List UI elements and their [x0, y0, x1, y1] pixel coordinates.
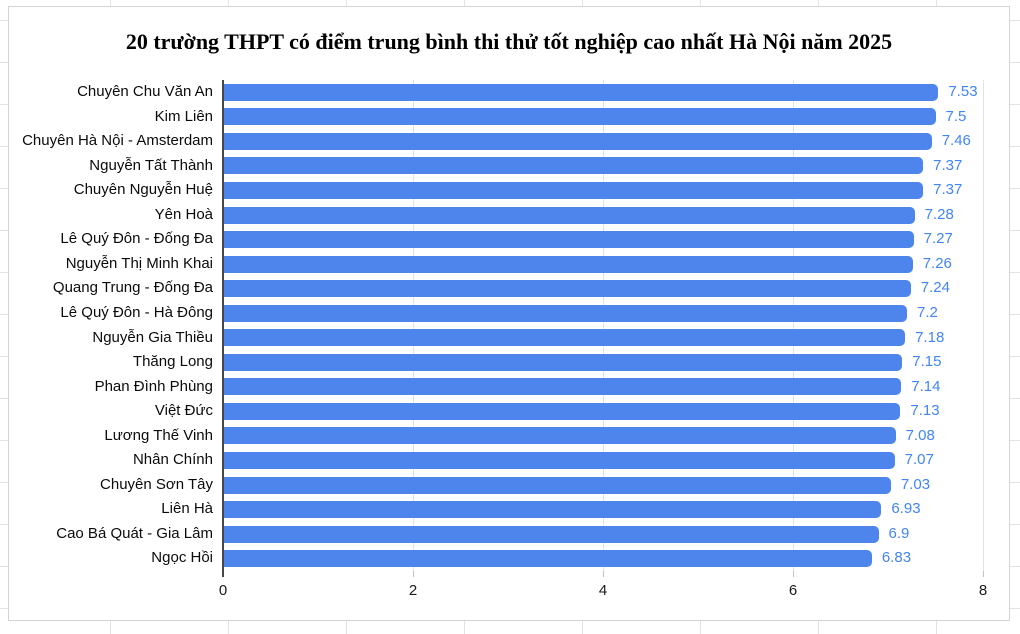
plot-area: 0 2 4 6 8 Chuyên Chu Văn An 7.53 Kim Liên 7.5 Chu…: [9, 7, 1009, 620]
chart-canvas[interactable]: 20 trường THPT có điểm trung bình thi th…: [8, 6, 1010, 621]
gridline: [413, 80, 414, 571]
bar[interactable]: [224, 550, 872, 568]
category-label: Nguyễn Thị Minh Khai: [65, 254, 213, 272]
value-label: 7.37: [933, 156, 963, 174]
bar[interactable]: [224, 476, 891, 494]
category-label: Chuyên Sơn Tây: [100, 475, 213, 493]
category-label: Chuyên Hà Nội - Amsterdam: [22, 132, 213, 150]
bar[interactable]: [224, 304, 907, 322]
value-label: 7.53: [948, 83, 978, 100]
bar[interactable]: [224, 206, 915, 224]
value-label: 7.27: [923, 230, 953, 248]
value-label: 7.5: [945, 107, 967, 125]
value-label: 7.08: [905, 426, 935, 444]
value-label: 7.37: [933, 181, 963, 199]
value-label: 7.28: [924, 205, 954, 223]
category-label: Lê Quý Đôn - Đống Đa: [60, 230, 213, 248]
bar[interactable]: [224, 402, 901, 420]
category-label: Ngọc Hồi: [151, 549, 213, 567]
x-axis-tick-label: 4: [598, 582, 608, 599]
value-label: 7.26: [922, 254, 952, 272]
x-axis-tick-label: 2: [408, 582, 418, 599]
value-label: 7.07: [904, 451, 934, 469]
category-label: Chuyên Nguyễn Huệ: [73, 181, 213, 199]
value-label: 6.9: [888, 524, 910, 542]
category-label: Kim Liên: [154, 107, 213, 125]
x-axis-tick: [983, 571, 984, 577]
bar[interactable]: [224, 378, 902, 396]
x-axis-tick: [793, 571, 794, 577]
category-label: Nhân Chính: [132, 451, 213, 469]
bar[interactable]: [224, 231, 914, 249]
gridline: [603, 80, 604, 571]
value-label: 7.15: [912, 353, 942, 371]
bar[interactable]: [224, 181, 924, 199]
value-label: 7.46: [941, 132, 971, 150]
category-label: Nguyễn Gia Thiều: [92, 328, 213, 346]
y-axis-line: [222, 80, 224, 577]
gridline: [983, 80, 984, 571]
category-label: Nguyễn Tất Thành: [89, 156, 213, 174]
value-label: 7.18: [915, 328, 945, 346]
x-axis-tick-label: 8: [978, 582, 988, 599]
bar[interactable]: [224, 501, 882, 519]
bar[interactable]: [224, 353, 903, 371]
value-label: 7.13: [910, 402, 940, 420]
x-axis-tick: [603, 571, 604, 577]
bar[interactable]: [224, 452, 895, 470]
bar[interactable]: [224, 83, 939, 101]
bar[interactable]: [224, 255, 913, 273]
value-label: 7.2: [917, 303, 938, 321]
bar[interactable]: [224, 329, 906, 347]
category-label: Chuyên Chu Văn An: [77, 83, 213, 100]
category-label: Cao Bá Quát - Gia Lâm: [56, 524, 213, 542]
x-axis-tick-label: 0: [218, 582, 228, 599]
bar[interactable]: [224, 525, 879, 543]
value-label: 6.83: [881, 549, 912, 567]
x-axis-tick-label: 6: [788, 582, 798, 599]
category-label: Quang Trung - Đống Đa: [52, 279, 213, 297]
bar[interactable]: [224, 108, 936, 126]
chart-title: 20 trường THPT có điểm trung bình thi th…: [125, 29, 893, 54]
category-label: Yên Hoà: [154, 205, 213, 223]
category-label: Liên Hà: [161, 500, 213, 518]
bar[interactable]: [224, 427, 896, 445]
category-label: Thăng Long: [132, 353, 213, 371]
category-label: Việt Đức: [154, 402, 213, 420]
x-axis-tick: [413, 571, 414, 577]
value-label: 7.14: [911, 377, 941, 395]
value-label: 6.93: [891, 500, 921, 518]
gridline: [793, 80, 794, 571]
value-label: 7.24: [920, 279, 950, 297]
category-label: Phan Đình Phùng: [94, 377, 213, 395]
value-label: 7.03: [900, 475, 931, 493]
bar[interactable]: [224, 157, 924, 175]
category-label: Lương Thế Vinh: [104, 426, 213, 444]
category-label: Lê Quý Đôn - Hà Đông: [60, 303, 213, 321]
bar[interactable]: [224, 132, 932, 150]
bar[interactable]: [224, 280, 911, 298]
